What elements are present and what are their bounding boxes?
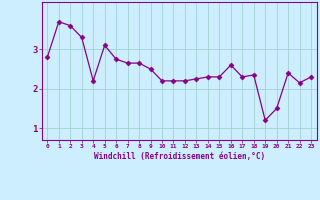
X-axis label: Windchill (Refroidissement éolien,°C): Windchill (Refroidissement éolien,°C) bbox=[94, 152, 265, 161]
